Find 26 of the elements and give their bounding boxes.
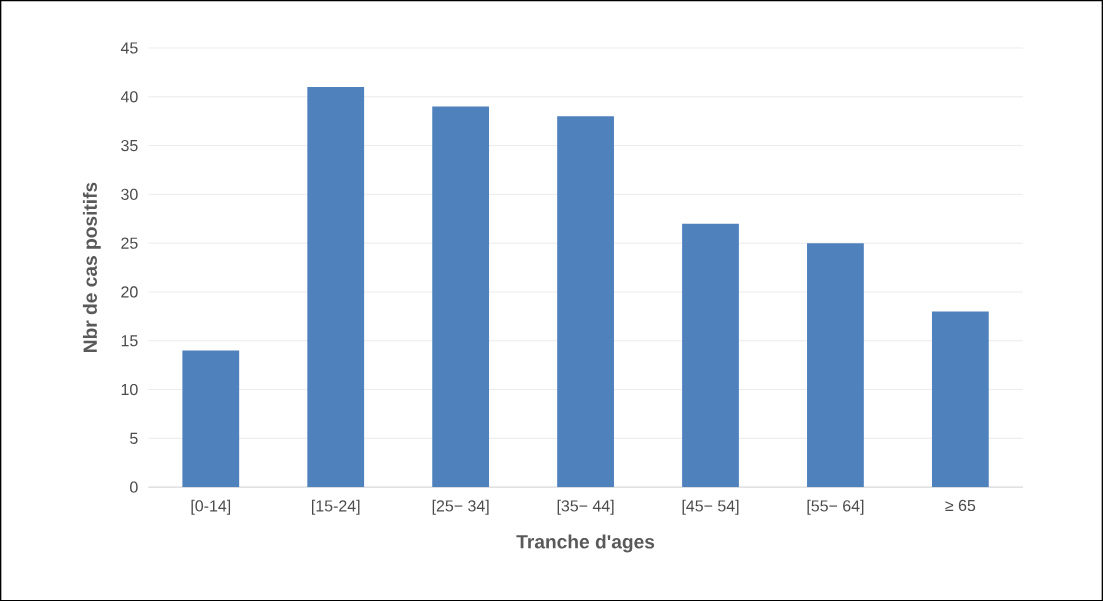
- bar: [307, 86, 365, 487]
- y-tick-label: 10: [121, 383, 138, 395]
- bar: [182, 350, 240, 487]
- y-tick-label: 0: [130, 481, 138, 493]
- x-tick-label: [55− 64]: [807, 499, 864, 515]
- x-tick-label: [0-14]: [191, 499, 231, 515]
- bar: [432, 106, 490, 487]
- y-tick-label: 20: [121, 286, 138, 298]
- y-tick-label: 5: [130, 432, 138, 444]
- bar: [931, 311, 989, 487]
- y-tick-label: 30: [121, 188, 138, 200]
- x-axis-title: Tranche d'ages: [516, 534, 655, 553]
- bar: [807, 242, 864, 487]
- x-tick-label: [35− 44]: [557, 499, 614, 515]
- bar: [557, 116, 614, 487]
- y-tick-label: 35: [121, 139, 138, 152]
- y-tick-label: 25: [121, 237, 138, 249]
- x-tick-label: ≥ 65: [945, 499, 976, 511]
- y-tick-label: 15: [121, 335, 138, 347]
- x-tick-label: [15-24]: [312, 499, 360, 515]
- x-tick-label: [25− 34]: [432, 499, 489, 515]
- x-tick-label: [45− 54]: [682, 499, 739, 515]
- y-tick-label: 45: [120, 42, 138, 54]
- y-axis-title: Nbr de cas positifs: [82, 182, 101, 352]
- bar: [682, 223, 739, 487]
- y-tick-label: 40: [120, 90, 138, 103]
